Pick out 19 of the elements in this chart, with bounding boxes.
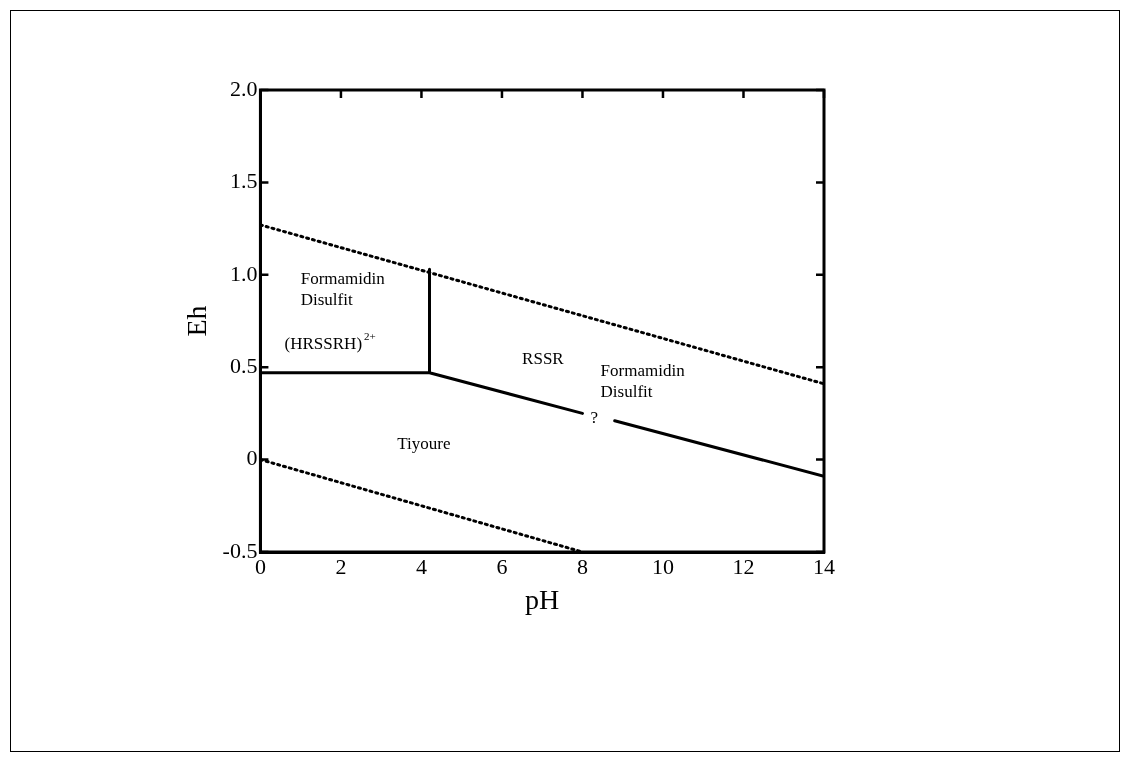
- annotation: Formamidin Disulfit: [300, 268, 386, 309]
- x-tick-label: 14: [813, 553, 835, 579]
- x-axis-title: pH: [525, 583, 560, 615]
- x-tick-label: 2: [335, 553, 347, 579]
- y-axis-title: Eh: [181, 305, 213, 337]
- x-tick-label: 10: [651, 553, 674, 579]
- y-tick-label: 0.5: [229, 352, 258, 378]
- y-tick-label: 1.5: [229, 168, 258, 194]
- y-tick-label: 1.0: [229, 260, 258, 286]
- y-tick-label: 0: [246, 445, 258, 471]
- x-tick-label: 8: [576, 553, 588, 579]
- annotation: RSSR: [522, 349, 565, 369]
- x-tick-label: 12: [732, 553, 755, 579]
- annotation: Tiyoure: [397, 434, 451, 454]
- x-tick-label: 6: [496, 553, 508, 579]
- annotation: Formamidin Disulfit: [600, 360, 686, 401]
- x-tick-label: 4: [415, 553, 427, 579]
- y-tick-label: 2.0: [229, 75, 258, 101]
- annotation: ?: [590, 408, 599, 428]
